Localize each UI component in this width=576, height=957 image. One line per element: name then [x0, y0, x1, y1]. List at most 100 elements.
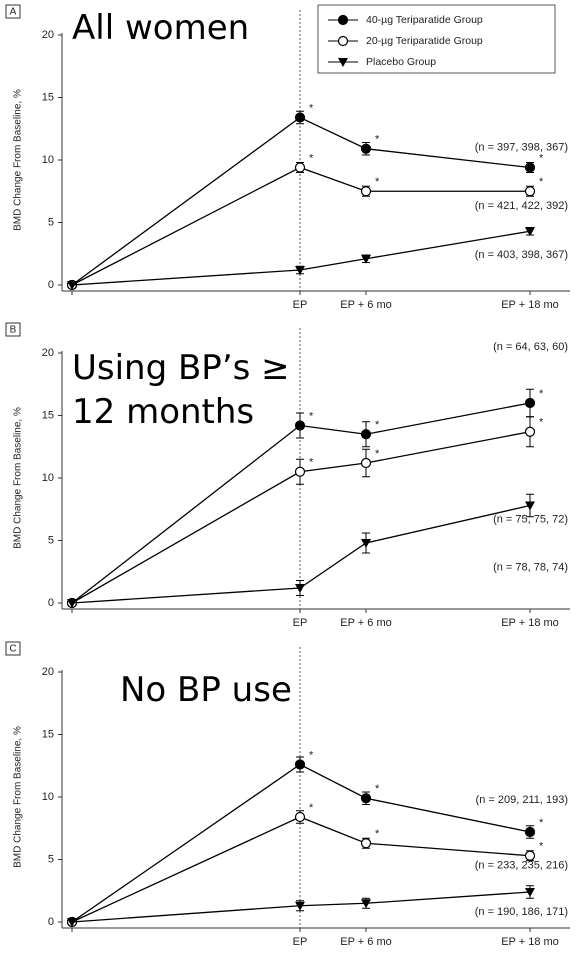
significance-mark: * — [309, 410, 314, 422]
panel-title: All women — [72, 8, 250, 48]
line — [71, 763, 531, 923]
significance-mark: * — [309, 749, 314, 761]
point — [360, 457, 372, 469]
point — [524, 850, 536, 861]
legend-label: 40-µg Teriparatide Group — [366, 14, 483, 26]
y-tick-label: 20 — [42, 347, 54, 359]
point — [361, 254, 371, 264]
point — [360, 186, 372, 197]
x-tick-label: EP — [293, 299, 308, 311]
x-tick-label: EP + 18 mo — [501, 936, 559, 948]
y-tick-label: 5 — [48, 853, 54, 865]
y-tick-label: 10 — [42, 154, 54, 166]
point — [67, 918, 77, 927]
point — [524, 426, 536, 437]
n-annotation: (n = 233, 235, 216) — [475, 860, 568, 872]
significance-mark: * — [309, 802, 314, 814]
significance-mark: * — [309, 152, 314, 164]
line — [71, 891, 531, 923]
point — [524, 826, 536, 838]
x-tick-label: EP + 6 mo — [340, 617, 391, 629]
significance-mark: * — [539, 841, 544, 853]
significance-mark: * — [539, 388, 544, 400]
y-tick-label: 0 — [48, 279, 54, 291]
significance-mark: * — [539, 152, 544, 164]
y-tick-label: 5 — [48, 216, 54, 228]
y-tick-label: 5 — [48, 534, 54, 546]
line — [71, 230, 531, 286]
y-axis-label: BMD Change From Baseline, % — [13, 726, 24, 868]
point — [294, 162, 306, 173]
point — [294, 466, 306, 477]
y-tick-label: 20 — [42, 29, 54, 41]
significance-mark: * — [309, 102, 314, 114]
y-tick-label: 15 — [42, 728, 54, 740]
line — [71, 402, 531, 604]
x-tick-label: EP + 18 mo — [501, 617, 559, 629]
y-tick-label: 20 — [42, 666, 54, 678]
panel-title: Using BP’s ≥ 12 months — [72, 348, 290, 432]
line — [71, 816, 531, 923]
n-annotation: (n = 78, 78, 74) — [493, 561, 568, 573]
point — [67, 599, 77, 608]
point — [294, 420, 306, 431]
panel-letter-box — [5, 4, 21, 19]
significance-mark: * — [375, 134, 380, 146]
x-tick-label: EP + 6 mo — [340, 936, 391, 948]
panel-title: No BP use — [120, 670, 292, 710]
point — [360, 793, 372, 804]
n-annotation: (n = 403, 398, 367) — [475, 249, 568, 261]
x-tick-label: EP — [293, 936, 308, 948]
point — [295, 584, 305, 593]
n-annotation: (n = 190, 186, 171) — [475, 906, 568, 918]
point — [295, 266, 305, 275]
n-annotation: (n = 64, 63, 60) — [493, 341, 568, 353]
significance-mark: * — [309, 457, 314, 469]
point — [360, 143, 372, 154]
n-annotation: (n = 397, 398, 367) — [475, 141, 568, 153]
point — [524, 186, 536, 197]
significance-mark: * — [375, 783, 380, 795]
y-tick-label: 0 — [48, 597, 54, 609]
point — [67, 281, 77, 290]
point — [360, 838, 372, 849]
y-tick-label: 15 — [42, 91, 54, 103]
significance-mark: * — [375, 176, 380, 188]
point — [294, 759, 306, 770]
point — [361, 899, 371, 909]
y-tick-label: 10 — [42, 472, 54, 484]
panel-letter: A — [10, 7, 17, 18]
significance-mark: * — [375, 828, 380, 840]
y-tick-label: 15 — [42, 409, 54, 421]
x-tick-label: EP + 18 mo — [501, 299, 559, 311]
panel-letter: C — [9, 644, 16, 655]
point — [525, 227, 535, 237]
point — [525, 501, 535, 511]
significance-mark: * — [539, 817, 544, 829]
significance-mark: * — [539, 176, 544, 188]
point — [525, 888, 535, 897]
point — [361, 539, 371, 548]
n-annotation: (n = 209, 211, 193) — [476, 794, 568, 806]
legend-marker — [337, 35, 349, 47]
panel-letter: B — [10, 325, 17, 336]
y-tick-label: 0 — [48, 916, 54, 928]
line — [71, 431, 531, 604]
point — [524, 162, 536, 173]
point — [295, 901, 305, 911]
legend-marker — [338, 58, 348, 67]
line — [71, 504, 531, 604]
significance-mark: * — [539, 417, 544, 429]
x-tick-label: EP + 6 mo — [340, 299, 391, 311]
legend-marker — [337, 14, 349, 26]
panel-letter-box — [5, 322, 21, 337]
legend-label: Placebo Group — [366, 56, 436, 68]
n-annotation: (n = 421, 422, 392) — [475, 200, 568, 212]
y-tick-label: 10 — [42, 791, 54, 803]
point — [524, 397, 536, 409]
line — [71, 166, 530, 286]
significance-mark: * — [375, 448, 380, 460]
y-axis-label: BMD Change From Baseline, % — [13, 89, 24, 231]
